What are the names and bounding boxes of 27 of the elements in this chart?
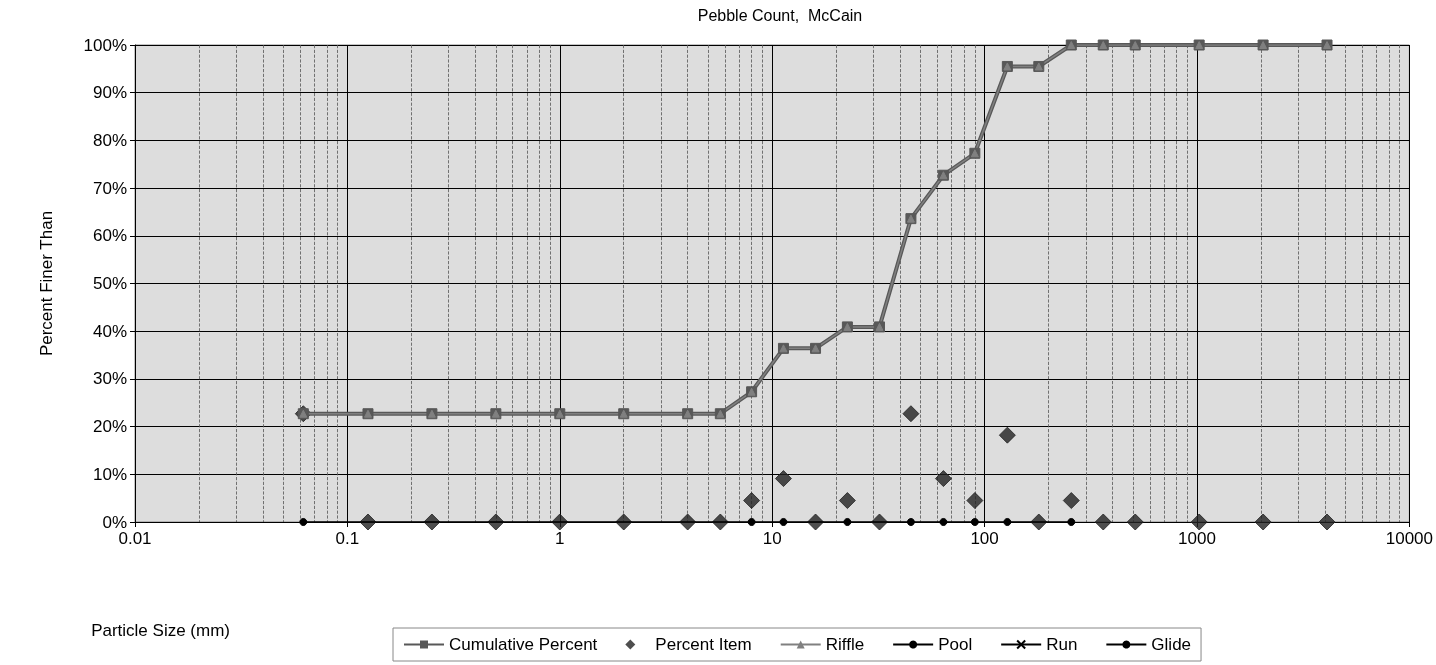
legend-label: Riffle xyxy=(825,635,865,654)
x-tick-label: 1 xyxy=(555,529,565,548)
y-tick-label: 60% xyxy=(92,226,127,246)
y-tick-label: 70% xyxy=(92,178,127,198)
legend-label: Glide xyxy=(1151,635,1192,654)
legend-label: Run xyxy=(1046,635,1078,654)
x-tick-label: 1000 xyxy=(1178,529,1216,548)
chart-title: Pebble Count, McCain xyxy=(697,6,863,24)
x-tick-label: 100 xyxy=(970,529,999,548)
y-tick-label: 40% xyxy=(92,321,127,341)
y-tick-label: 50% xyxy=(92,274,127,293)
legend-label: Cumulative Percent xyxy=(449,635,598,654)
x-tick-label: 0.01 xyxy=(118,529,152,548)
y-tick-label: 30% xyxy=(92,369,127,389)
legend-label: Pool xyxy=(938,635,973,654)
x-axis-title: Particle Size (mm) xyxy=(91,621,230,640)
x-tick-label: 0.1 xyxy=(335,529,360,548)
x-tick-label: 10 xyxy=(762,529,782,548)
y-tick-label: 80% xyxy=(92,130,127,150)
y-tick-label: 100% xyxy=(83,35,127,55)
y-tick-label: 10% xyxy=(92,464,127,484)
y-tick-label: 20% xyxy=(92,417,127,437)
y-axis-title: Percent Finer Than xyxy=(37,210,56,357)
legend-label: Percent Item xyxy=(655,635,752,654)
x-tick-label: 10000 xyxy=(1385,529,1433,548)
y-tick-label: 0% xyxy=(102,512,127,532)
y-tick-label: 90% xyxy=(92,83,127,103)
